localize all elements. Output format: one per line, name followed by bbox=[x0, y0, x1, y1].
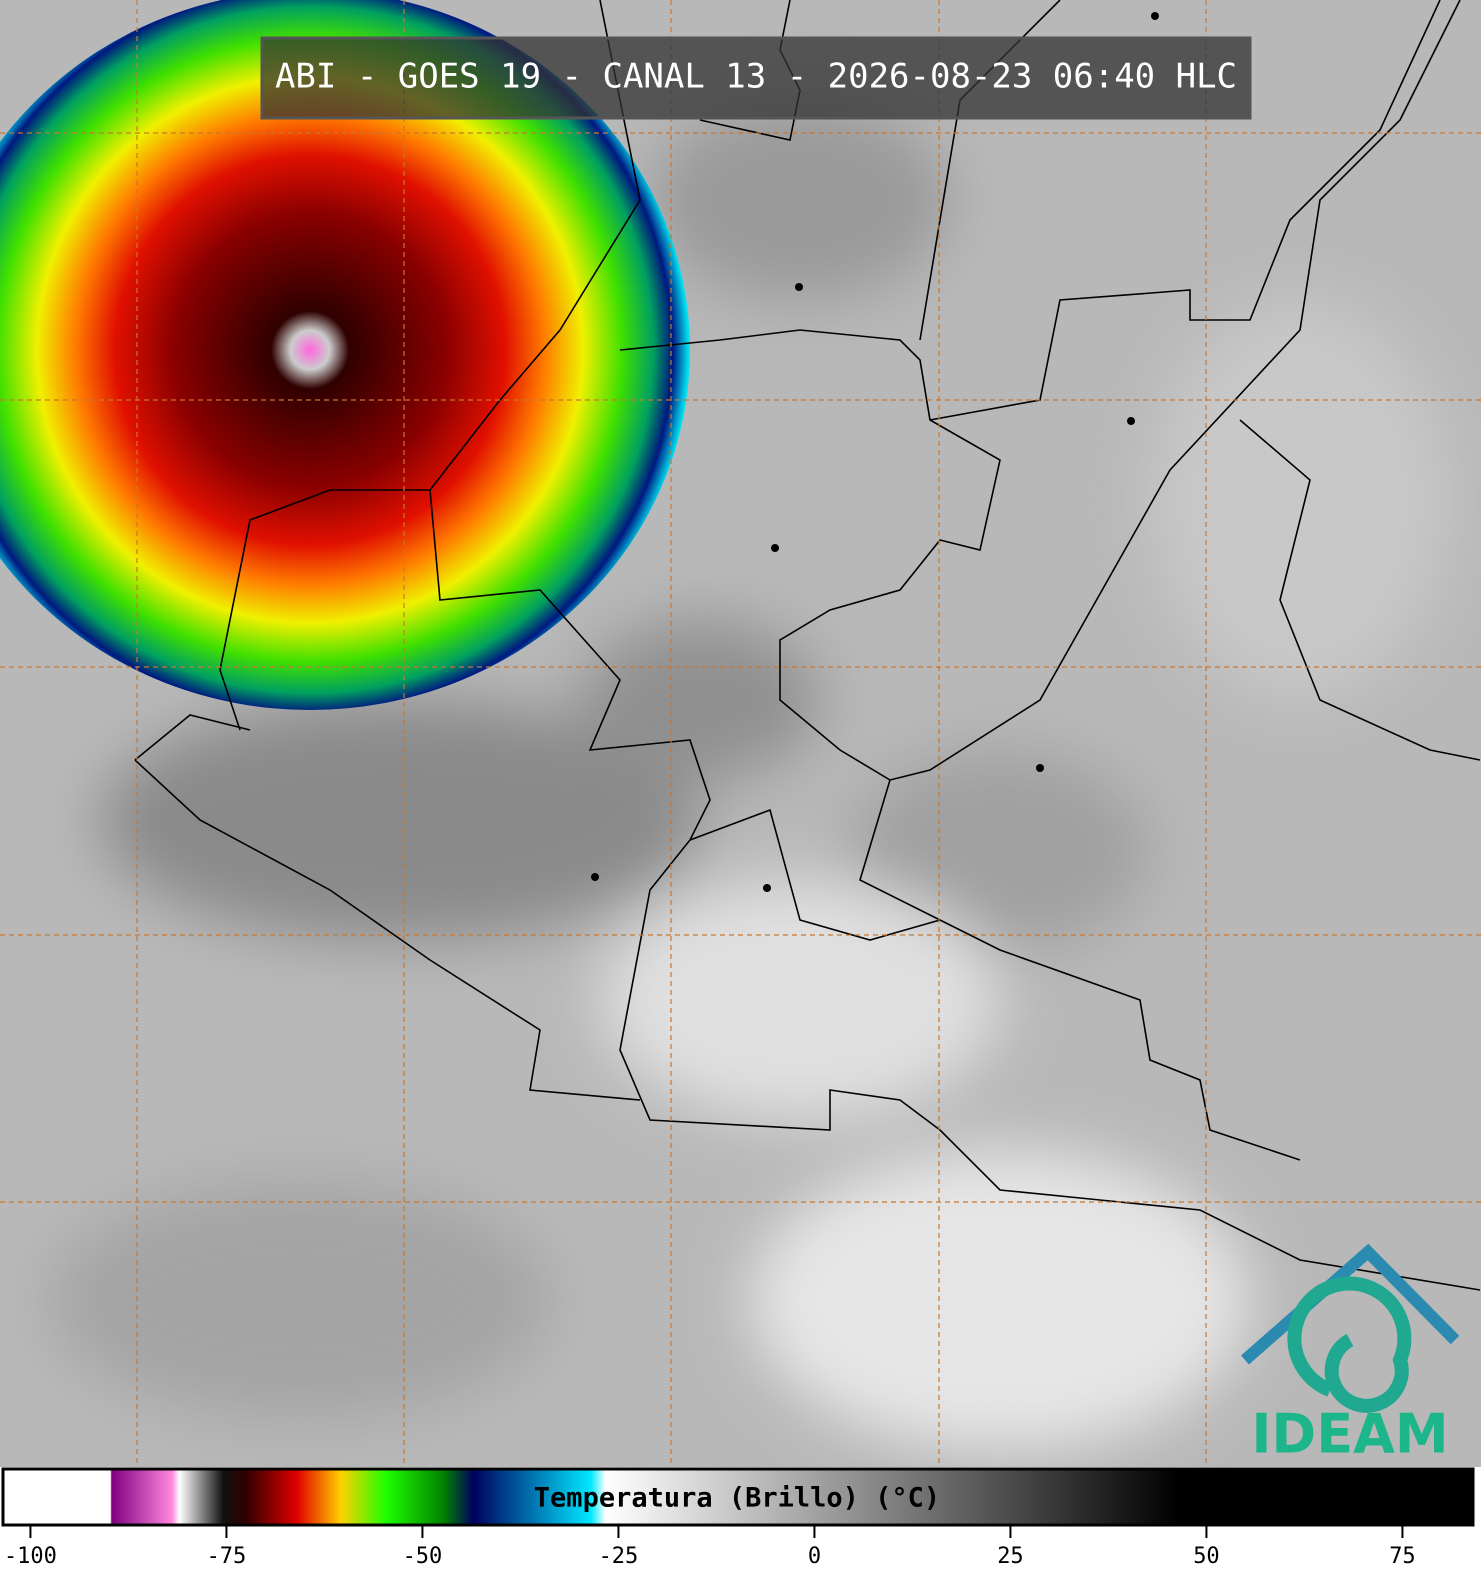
title-box bbox=[260, 36, 1252, 120]
colorbar-tick-label: -100 bbox=[4, 1544, 57, 1569]
colorbar-tick-label: 75 bbox=[1389, 1544, 1416, 1569]
colorbar bbox=[1, 1467, 1475, 1527]
colorbar-tick-label: 25 bbox=[997, 1544, 1024, 1569]
title: ABI - GOES 19 - CANAL 13 - 2026-08-23 06… bbox=[275, 57, 1237, 97]
logo-text: IDEAM bbox=[1251, 1403, 1448, 1466]
storm-cloud bbox=[0, 0, 690, 710]
colorbar-tick-label: -25 bbox=[599, 1544, 639, 1569]
logo: IDEAM bbox=[1241, 1243, 1460, 1466]
colorbar-tick-label: -50 bbox=[403, 1544, 443, 1569]
colorbar-tick-label: 50 bbox=[1193, 1544, 1220, 1569]
colorbar-tick-label: 0 bbox=[808, 1544, 821, 1569]
city-markers bbox=[591, 12, 1159, 892]
colorbar-label: Temperatura (Brillo) (°C) bbox=[534, 1483, 940, 1514]
graticule bbox=[0, 0, 1481, 1467]
colorbar-tick-label: -75 bbox=[207, 1544, 247, 1569]
